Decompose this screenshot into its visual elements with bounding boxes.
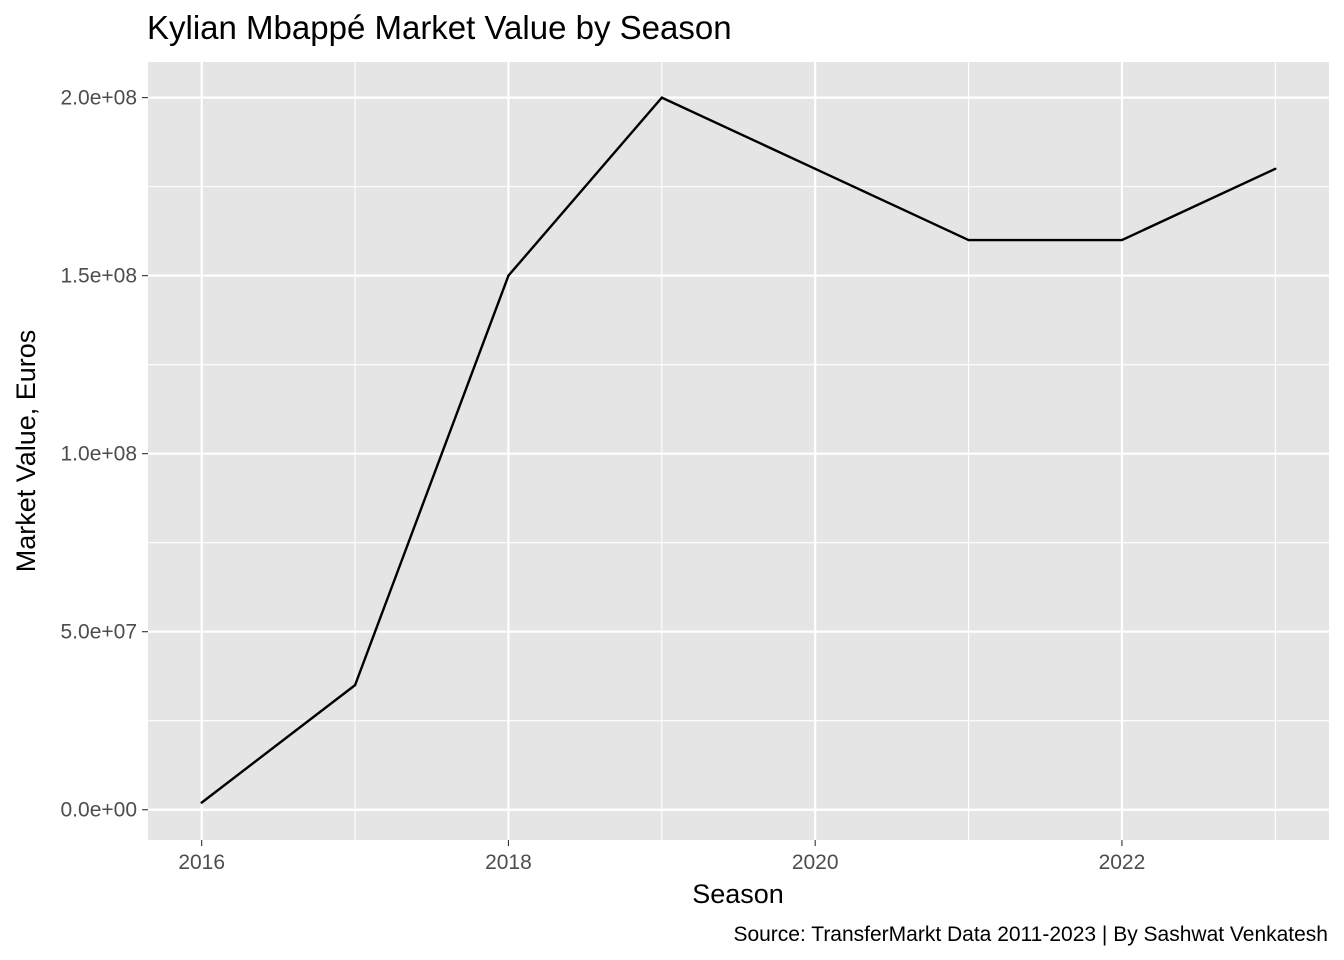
data-point	[353, 683, 357, 687]
y-axis: 0.0e+00 5.0e+07 1.0e+08 1.5e+08 2.0e+08	[61, 87, 148, 822]
series-line-0	[200, 96, 1276, 804]
minor-gridlines	[148, 62, 1329, 840]
y-tick-label: 0.0e+00	[61, 799, 138, 822]
y-tick-label: 5.0e+07	[61, 621, 138, 644]
x-axis-title: Season	[692, 879, 784, 909]
data-point	[813, 167, 817, 171]
data-point	[967, 238, 970, 242]
y-tick-label: 1.5e+08	[61, 265, 138, 288]
data-point	[1274, 167, 1277, 171]
chart-caption: Source: TransferMarkt Data 2011-2023 | B…	[733, 923, 1328, 946]
major-gridlines	[148, 62, 1329, 840]
y-tick-label: 2.0e+08	[61, 87, 138, 110]
x-tick-label: 2018	[485, 851, 532, 874]
series-layer	[200, 96, 1277, 804]
x-tick-label: 2022	[1099, 851, 1146, 874]
x-axis: 2016 2018 2020 2022	[178, 840, 1145, 874]
data-point	[660, 96, 664, 99]
x-tick-label: 2016	[178, 851, 225, 874]
data-point	[1120, 238, 1124, 242]
data-point	[507, 274, 510, 277]
data-point	[200, 801, 203, 804]
plot-panel	[148, 62, 1329, 840]
y-axis-title: Market Value, Euros	[11, 330, 41, 573]
chart-title: Kylian Mbappé Market Value by Season	[147, 9, 732, 46]
y-tick-label: 1.0e+08	[61, 443, 138, 466]
x-tick-label: 2020	[792, 851, 839, 874]
